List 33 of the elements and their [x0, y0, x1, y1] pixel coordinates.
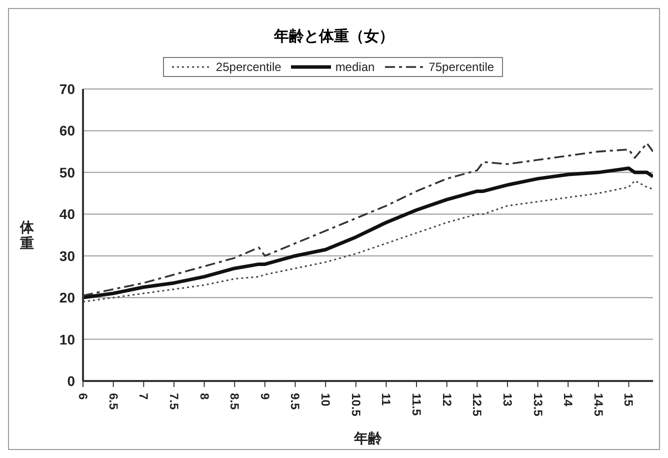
y-tick-label: 20 [59, 290, 76, 306]
y-tick-label: 10 [59, 331, 76, 348]
x-tick-label: 12 [440, 393, 454, 407]
x-tick-label: 10.5 [348, 393, 363, 417]
legend-label: median [335, 60, 375, 74]
y-tick-label: 30 [59, 248, 76, 264]
x-tick-label: 13.5 [530, 393, 545, 417]
x-tick-label: 10 [318, 393, 333, 407]
x-tick-label: 7 [136, 393, 151, 400]
x-tick-label: 8.5 [228, 393, 242, 410]
x-tick-label: 9 [258, 393, 272, 400]
x-axis-title: 年齢 [353, 430, 383, 446]
x-tick-label: 6 [76, 393, 90, 400]
x-tick-label: 11.5 [410, 393, 424, 416]
y-axis-title: 体重 [19, 219, 35, 251]
x-tick-label: 15 [622, 393, 636, 407]
y-tick-label: 0 [67, 372, 76, 389]
chart-title: 年齢と体重（女） [272, 27, 395, 47]
y-tick-label: 70 [59, 80, 76, 97]
x-tick-label: 13 [500, 393, 514, 407]
x-tick-label: 12.5 [470, 393, 484, 417]
y-tick-label: 50 [59, 164, 76, 180]
x-tick-label: 9.5 [288, 393, 302, 410]
x-tick-label: 8 [197, 393, 212, 400]
x-tick-label: 11 [379, 393, 394, 406]
x-tick-label: 14 [561, 393, 576, 407]
y-tick-label: 60 [59, 122, 76, 139]
legend-label: 25percentile [216, 60, 282, 74]
x-tick-label: 7.5 [166, 393, 181, 410]
x-tick-label: 14.5 [591, 393, 606, 417]
legend-label: 75percentile [428, 60, 494, 74]
x-tick-label: 6.5 [106, 393, 120, 410]
y-tick-label: 40 [59, 206, 76, 222]
